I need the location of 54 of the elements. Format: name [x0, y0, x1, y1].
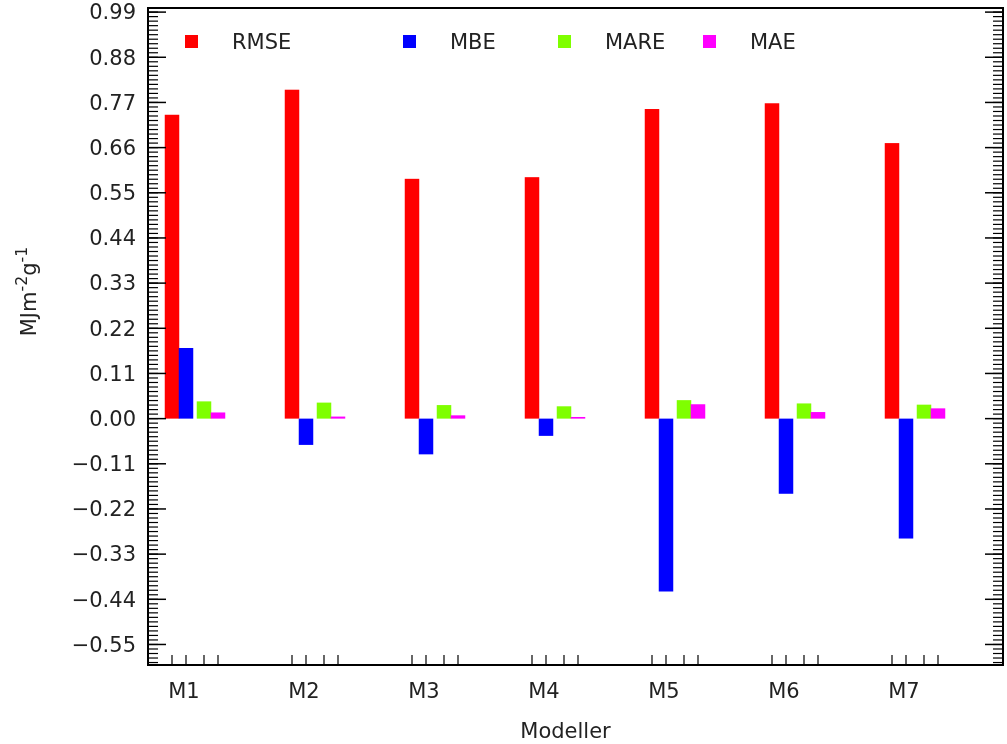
legend-label: RMSE: [232, 30, 292, 55]
bar: [538, 418, 554, 436]
bar: [676, 400, 692, 419]
bar: [690, 404, 706, 419]
bar: [916, 404, 932, 419]
bar: [436, 405, 452, 419]
bar: [764, 103, 780, 419]
y-tick-label: 0.33: [89, 271, 136, 296]
bar: [556, 406, 572, 419]
y-tick-label: 0.22: [89, 316, 136, 341]
y-tick-label: −0.33: [71, 542, 136, 567]
y-tick-label: 0.11: [89, 361, 136, 386]
x-tick-label: M7: [888, 679, 920, 703]
y-tick-label: 0.66: [89, 135, 136, 160]
bar: [298, 418, 314, 445]
y-tick-label: 0.44: [89, 226, 136, 251]
bar: [330, 416, 346, 419]
bar: [450, 415, 466, 419]
x-tick-label: M3: [408, 679, 440, 703]
y-tick-label: −0.11: [71, 452, 136, 477]
bar: [196, 401, 212, 419]
y-tick-label: −0.22: [71, 497, 136, 522]
x-tick-label: M2: [288, 679, 320, 703]
x-axis-title: Modeller: [520, 719, 612, 743]
bar: [316, 402, 332, 419]
bar: [524, 177, 540, 419]
bar: [644, 109, 660, 419]
bar: [418, 418, 434, 455]
y-tick-label: 0.55: [89, 181, 136, 206]
bar: [178, 348, 194, 419]
y-tick-label: −0.55: [71, 632, 136, 657]
bar: [898, 418, 914, 539]
bar: [404, 178, 420, 419]
y-tick-label: 0.88: [89, 45, 136, 70]
bar: [658, 418, 674, 592]
bar: [284, 89, 300, 419]
x-tick-label: M1: [168, 679, 200, 703]
legend-label: MBE: [450, 30, 496, 55]
x-tick-label: M6: [768, 679, 800, 703]
y-tick-label: 0.77: [89, 90, 136, 115]
bar: [778, 418, 794, 494]
bar: [930, 408, 946, 419]
legend-label: MAE: [750, 30, 796, 55]
bar: [164, 114, 180, 419]
y-tick-label: 0.00: [89, 406, 136, 431]
bar: [210, 412, 226, 419]
bar: [796, 403, 812, 419]
bar: [884, 143, 900, 419]
x-tick-label: M4: [528, 679, 560, 703]
y-tick-label: −0.44: [71, 587, 136, 612]
bar: [810, 412, 826, 419]
x-tick-label: M5: [648, 679, 680, 703]
y-tick-label: 0.99: [89, 0, 136, 25]
legend-label: MARE: [605, 30, 666, 55]
